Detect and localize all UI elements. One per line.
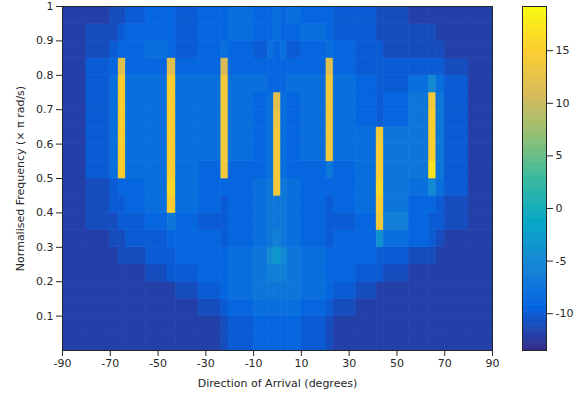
svg-text:0.8: 0.8: [36, 69, 54, 82]
svg-text:0.9: 0.9: [36, 34, 54, 47]
svg-text:0.2: 0.2: [36, 275, 54, 288]
svg-text:90: 90: [486, 357, 500, 370]
svg-text:-70: -70: [101, 357, 119, 370]
svg-text:0.6: 0.6: [36, 138, 54, 151]
svg-text:Direction of Arrival (degrees): Direction of Arrival (degrees): [198, 377, 357, 390]
svg-text:-90: -90: [54, 357, 72, 370]
svg-text:0.3: 0.3: [36, 241, 54, 254]
svg-text:0.7: 0.7: [36, 103, 54, 116]
svg-text:0: 0: [556, 202, 563, 215]
svg-text:Normalised Frequency (× π rad/: Normalised Frequency (× π rad/s): [14, 86, 27, 271]
svg-text:10: 10: [294, 357, 308, 370]
svg-text:0.4: 0.4: [36, 206, 54, 219]
svg-text:5: 5: [556, 149, 563, 162]
svg-text:50: 50: [390, 357, 404, 370]
svg-text:15: 15: [556, 44, 570, 57]
svg-text:0.5: 0.5: [36, 172, 54, 185]
svg-text:-5: -5: [556, 255, 567, 268]
svg-text:-30: -30: [197, 357, 215, 370]
svg-text:-10: -10: [245, 357, 263, 370]
svg-text:0.1: 0.1: [36, 310, 54, 323]
svg-text:-50: -50: [149, 357, 167, 370]
svg-text:1: 1: [47, 0, 54, 13]
svg-text:70: 70: [438, 357, 452, 370]
svg-text:-10: -10: [556, 307, 574, 320]
svg-text:30: 30: [342, 357, 356, 370]
svg-text:10: 10: [556, 97, 570, 110]
